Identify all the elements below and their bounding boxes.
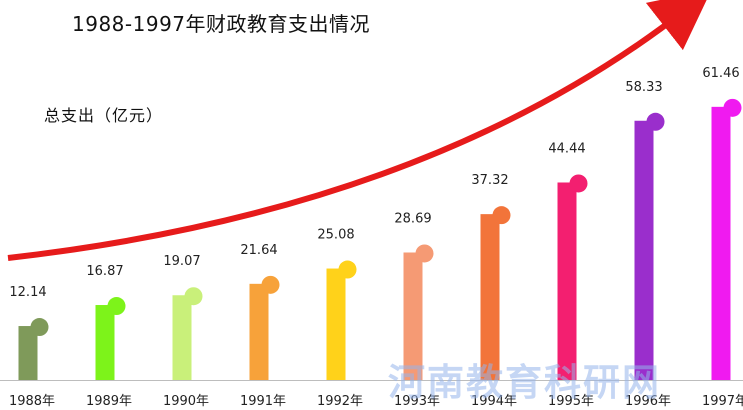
value-label: 19.07 <box>163 254 200 269</box>
x-tick-label: 1988年 <box>9 394 55 409</box>
value-label: 16.87 <box>86 264 123 279</box>
bar-cap-dot <box>261 275 280 294</box>
bar-1993年 <box>403 244 434 380</box>
x-tick-label: 1992年 <box>317 394 363 409</box>
bar-1997年 <box>711 98 742 380</box>
bar-rect <box>634 120 654 380</box>
value-label: 37.32 <box>471 173 508 188</box>
bar-1995年 <box>557 174 588 380</box>
x-tick-label: 1997年 <box>702 394 743 409</box>
bar-1990年 <box>172 287 203 380</box>
bar-cap-dot <box>723 98 742 117</box>
trend-arrow <box>7 0 712 261</box>
chart-title: 1988-1997年财政教育支出情况 <box>72 12 371 36</box>
bar-rect <box>249 283 269 380</box>
value-labels: 12.14 16.87 19.07 21.64 25.08 28.69 37.32 44.44… <box>9 66 739 300</box>
bar-cap-dot <box>184 287 203 306</box>
bar-1991年 <box>249 275 280 380</box>
bar-cap-dot <box>646 112 665 131</box>
value-label: 25.08 <box>317 228 354 243</box>
bar-cap-dot <box>492 206 511 225</box>
x-tick-label: 1994年 <box>471 394 517 409</box>
watermark: 河南教育科研网 <box>388 361 661 404</box>
bar-1989年 <box>95 297 126 380</box>
bar-rect <box>326 268 346 380</box>
bar-1992年 <box>326 260 357 380</box>
value-label: 61.46 <box>702 66 739 81</box>
bar-rect <box>95 305 115 380</box>
bar-1996年 <box>634 112 665 380</box>
x-tick-labels: 1988年 1989年 1990年 1991年 1992年 1993年 1994年 1995年… <box>9 394 743 409</box>
x-tick-label: 1996年 <box>625 394 671 409</box>
bar-rect <box>403 252 423 380</box>
bar-cap-dot <box>569 174 588 193</box>
bar-rect <box>557 182 577 380</box>
bar-rect <box>711 106 731 380</box>
bar-1994年 <box>480 206 511 380</box>
x-tick-label: 1993年 <box>394 394 440 409</box>
y-axis-label: 总支出（亿元） <box>44 106 164 125</box>
bar-rect <box>18 326 38 380</box>
bar-1988年 <box>18 318 49 380</box>
bar-cap-dot <box>338 260 357 279</box>
value-label: 28.69 <box>394 211 431 226</box>
x-tick-label: 1991年 <box>240 394 286 409</box>
bar-rect <box>172 295 192 380</box>
value-label: 58.33 <box>625 80 662 95</box>
bar-cap-dot <box>415 244 434 263</box>
bar-rect <box>480 214 500 380</box>
x-tick-label: 1995年 <box>548 394 594 409</box>
bars <box>18 98 742 380</box>
x-tick-label: 1989年 <box>86 394 132 409</box>
bar-cap-dot <box>107 297 126 316</box>
value-label: 21.64 <box>240 243 277 258</box>
bar-cap-dot <box>30 318 49 337</box>
x-tick-label: 1990年 <box>163 394 209 409</box>
value-label: 44.44 <box>548 141 585 156</box>
value-label: 12.14 <box>9 285 46 300</box>
